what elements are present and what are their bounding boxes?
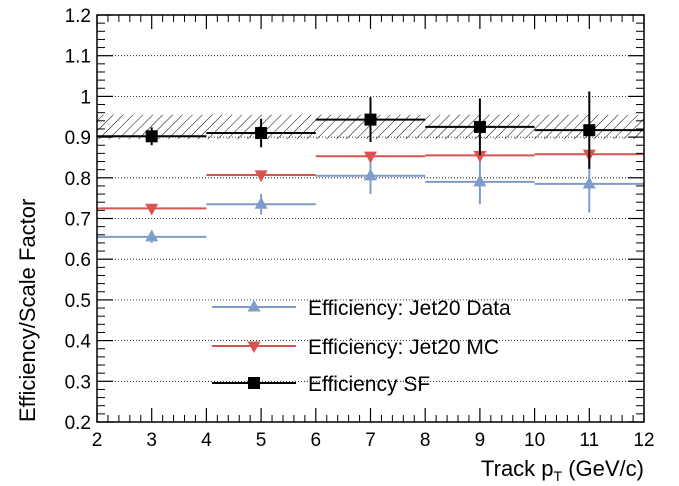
x-tick-label: 2 (92, 430, 103, 451)
y-tick-label: 0.2 (65, 413, 91, 434)
x-tick-label: 11 (579, 430, 599, 451)
x-tick-label: 10 (524, 430, 545, 451)
y-tick-label: 0.6 (65, 250, 91, 271)
y-tick-label: 1.2 (65, 6, 91, 27)
x-axis-title: Track pT (GeV/c) (481, 456, 644, 484)
y-tick-label: 1.1 (65, 47, 91, 68)
data-point (255, 127, 268, 140)
y-tick-label: 0.5 (65, 291, 91, 312)
data-point (145, 229, 159, 242)
legend-label: Efficiency: Jet20 MC (308, 336, 499, 359)
data-point (583, 124, 596, 137)
x-tick-label: 12 (633, 430, 654, 451)
x-tick-label: 9 (475, 430, 486, 451)
legend-marker (247, 299, 261, 312)
legend-item: Efficiency: Jet20 MC (212, 336, 499, 359)
x-axis-title-subscript: T (554, 468, 563, 484)
data-point (473, 150, 487, 163)
data-point (254, 197, 268, 209)
data-point (364, 113, 377, 126)
data-point (364, 151, 377, 164)
x-tick-label: 8 (420, 430, 431, 451)
data-point (145, 203, 159, 216)
y-tick-label: 0.9 (65, 128, 91, 149)
data-point (582, 176, 596, 189)
tick-labels: 0.2 0.3 0.4 0.5 0.6 0.7 0.8 0.9 1 1.1 1.2 2 3 4 5 6 7 8 9 1… (65, 6, 655, 451)
x-axis-title-main: Track p (481, 456, 554, 481)
x-tick-label: 5 (256, 430, 267, 451)
y-tick-label: 0.3 (65, 372, 91, 393)
legend-label: Efficiency: Jet20 Data (308, 297, 511, 320)
data-point (473, 174, 487, 187)
x-tick-label: 4 (201, 430, 212, 451)
legend-item: Efficiency SF (212, 373, 430, 396)
y-axis-title: Efficiency/Scale Factor (15, 199, 40, 422)
data-point (145, 130, 158, 143)
legend-marker (248, 377, 260, 389)
series-square (97, 91, 644, 169)
data-point (473, 120, 486, 133)
data-point (364, 168, 377, 181)
x-tick-label: 7 (365, 430, 376, 451)
data-point (254, 170, 268, 183)
legend-marker (247, 341, 261, 354)
legend-item: Efficiency: Jet20 Data (212, 297, 511, 320)
legend: Efficiency: Jet20 Data Efficiency: Jet20 … (212, 297, 511, 396)
axis-ticks (96, 14, 645, 423)
legend-label: Efficiency SF (308, 373, 430, 396)
x-axis-title-unit: (GeV/c) (562, 456, 644, 481)
y-tick-label: 0.8 (65, 169, 91, 190)
data-series (97, 91, 644, 243)
y-tick-label: 0.7 (65, 210, 91, 231)
x-tick-label: 3 (146, 430, 157, 451)
x-tick-label: 6 (311, 430, 322, 451)
y-tick-label: 1 (80, 87, 91, 108)
y-tick-label: 0.4 (65, 332, 92, 353)
